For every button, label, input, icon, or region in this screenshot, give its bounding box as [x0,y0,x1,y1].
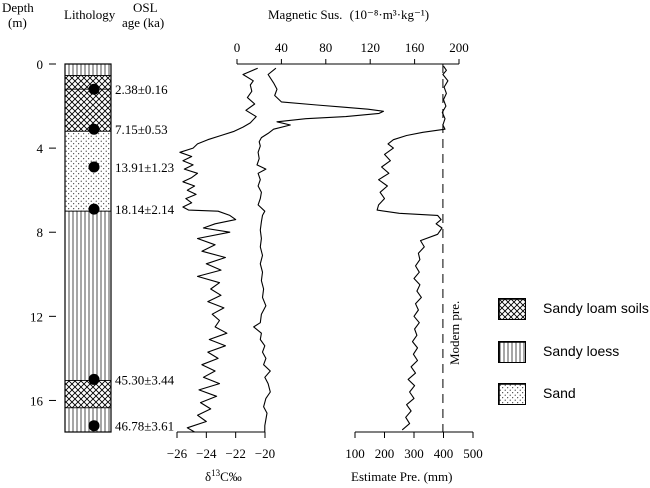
estimate-pre-line [376,65,449,431]
osl-header: OSL [133,0,158,15]
pre-tick-label: 400 [434,446,454,461]
lithology-border [64,63,112,433]
lithology-layer [64,75,112,90]
legend-item-sand: Sand [498,383,648,407]
depth-axis: 0 4 8 12 16 [30,57,56,408]
magnetic-sus-tick-label: 80 [319,40,332,55]
series-layer [179,65,449,433]
osl-age-label: 13.91±1.23 [115,160,174,175]
osl-sample-marker [88,83,100,95]
depth-unit-header: (m) [8,15,27,30]
dots-pattern-icon [498,383,526,405]
lithology-layer [64,210,112,381]
depth-tick-label: 12 [30,309,43,324]
d13c-line [179,67,258,433]
osl-unit-header: age (ka) [122,15,164,30]
osl-sample-marker [88,373,100,385]
magnetic-sus-tick-label: 120 [360,40,380,55]
osl-sample-marker [88,420,100,432]
magnetic-sus-tick-label: 160 [405,40,425,55]
lithology-layer [64,63,112,76]
depth-header: Depth [2,0,34,15]
magnetic-sus-label: Magnetic Sus. [268,7,342,22]
d13c-axis: −26 −24 −22 −20 [167,431,275,461]
osl-age-label: 45.30±3.44 [115,372,175,387]
estimate-pre-axis-title: Estimate Pre. (mm) [351,469,452,484]
magnetic-sus-line [253,67,385,432]
osl-ages: 2.38±0.16 7.15±0.53 13.91±1.23 18.14±2.14 45… [88,82,175,434]
magnetic-sus-axis: 0 40 80 120 160 200 [234,40,469,65]
osl-age-label: 2.38±0.16 [115,82,168,97]
lithology-column [64,63,112,433]
vertical-lines-pattern-icon [498,341,526,363]
pre-tick-label: 100 [345,446,365,461]
lithology-header: Lithology [64,7,116,22]
magnetic-sus-tick-label: 40 [275,40,288,55]
magnetic-sus-axis-title: Magnetic Sus. (10⁻⁸·m³·kg⁻¹) [268,7,429,22]
lithology-layer [64,380,112,409]
osl-age-label: 7.15±0.53 [115,122,168,137]
d13c-tick-label: −24 [196,446,217,461]
d13c-tick-label: −20 [255,446,275,461]
legend-label: Sandy loess [543,343,620,359]
crosshatch-pattern-icon [498,298,526,320]
d13c-tick-label: −22 [225,446,245,461]
osl-age-label: 46.78±3.61 [115,419,174,434]
legend-item-sandy-loess: Sandy loess [498,341,648,365]
legend-label: Sand [543,385,576,401]
legend-label: Sandy loam soils [543,300,649,316]
d13c-axis-title: δ13C‰ [205,468,242,484]
estimate-pre-axis: 100 200 300 400 500 [345,431,483,461]
depth-tick-label: 8 [37,225,44,240]
depth-tick-label: 16 [30,393,44,408]
lithology-layer [64,407,112,433]
osl-sample-marker [88,203,100,215]
depth-tick-label: 0 [37,57,44,72]
depth-tick-label: 4 [37,141,44,156]
pre-tick-label: 500 [463,446,483,461]
pre-tick-label: 300 [404,446,424,461]
lithology-layer [64,130,112,212]
lithology-layer [64,88,112,132]
osl-sample-marker [88,123,100,135]
d13c-tick-label: −26 [167,446,188,461]
osl-age-label: 18.14±2.14 [115,202,175,217]
magnetic-sus-unit: (10⁻⁸·m³·kg⁻¹) [350,7,429,22]
magnetic-sus-tick-label: 0 [234,40,241,55]
osl-sample-marker [88,161,100,173]
modern-pre-label: Modern pre. [447,301,462,365]
legend-item-sandy-loam-soils: Sandy loam soils [498,298,649,322]
pre-tick-label: 200 [375,446,395,461]
magnetic-sus-tick-label: 200 [449,40,469,55]
